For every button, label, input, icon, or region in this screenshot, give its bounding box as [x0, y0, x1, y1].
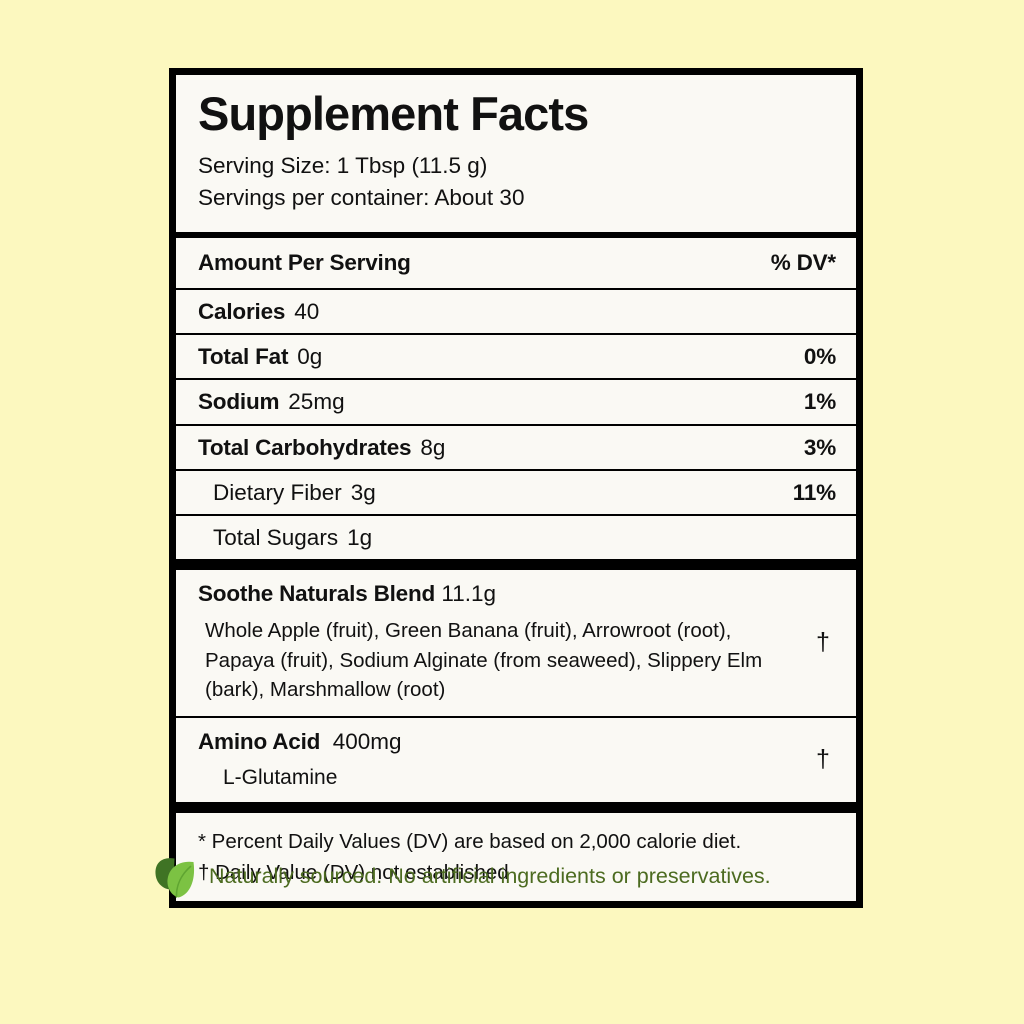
footnotes-section: * Percent Daily Values (DV) are based on… — [176, 812, 856, 902]
nutrient-table: Amount Per Serving % DV* Calories 40 Tot… — [176, 237, 856, 560]
nutrient-label: Dietary Fiber — [213, 479, 342, 505]
tagline-text: Naturally sourced. No artificial ingredi… — [209, 864, 771, 889]
nutrient-value: 40 — [294, 298, 320, 324]
leaf-icon — [152, 852, 200, 902]
row-divider — [176, 378, 856, 381]
nutrient-dv: 1% — [803, 389, 836, 415]
page-title: Supplement Facts — [198, 87, 589, 140]
nutrient-dv: 3% — [803, 434, 836, 460]
table-row: Sodium 25mg 1% — [176, 380, 856, 423]
footnote-percent-dv: * Percent Daily Values (DV) are based on… — [198, 829, 742, 853]
section-separator — [176, 801, 856, 813]
row-divider — [176, 716, 856, 719]
nutrient-dv: 11% — [792, 479, 836, 505]
amino-heading: Amino Acid 400mg — [198, 727, 782, 756]
blend-amount: 11.1g — [441, 581, 496, 607]
section-separator — [176, 559, 856, 571]
table-row: Calories 40 — [176, 290, 856, 333]
amino-amount: 400mg — [332, 729, 402, 755]
nutrient-label: Total Fat — [198, 344, 289, 370]
tagline: Naturally sourced. No artificial ingredi… — [152, 852, 771, 902]
servings-per-container-text: Servings per container: About 30 — [198, 184, 525, 210]
nutrient-label: Sodium — [198, 389, 280, 415]
nutrient-dv: 0% — [803, 344, 836, 370]
header-separator — [176, 231, 856, 238]
table-row: Total Sugars 1g — [176, 516, 856, 559]
row-divider — [176, 287, 856, 290]
table-row: Total Fat 0g 0% — [176, 335, 856, 378]
amount-per-serving-row: Amount Per Serving % DV* — [176, 238, 856, 288]
table-row: Dietary Fiber 3g 11% — [176, 471, 856, 514]
amino-name: Amino Acid — [198, 729, 321, 755]
proprietary-blend-section: Soothe Naturals Blend 11.1g Whole Apple … — [176, 570, 856, 717]
serving-size-text: Serving Size: 1 Tbsp (11.5 g) — [198, 152, 488, 178]
nutrient-label: Total Sugars — [213, 525, 339, 551]
amino-dagger: † — [816, 744, 830, 773]
supplement-facts-panel: Supplement Facts Serving Size: 1 Tbsp (1… — [169, 68, 863, 909]
amino-acid-section: Amino Acid 400mg L-Glutamine † — [176, 718, 856, 802]
nutrient-value: 3g — [350, 479, 376, 505]
nutrient-value: 0g — [297, 344, 323, 370]
blend-name: Soothe Naturals Blend — [198, 581, 436, 607]
nutrient-value: 1g — [347, 525, 373, 551]
row-divider — [176, 423, 856, 426]
amino-ingredient: L-Glutamine — [223, 765, 338, 789]
panel-header: Supplement Facts Serving Size: 1 Tbsp (1… — [176, 75, 856, 232]
row-divider — [176, 333, 856, 336]
row-divider — [176, 514, 856, 517]
dv-column-header: % DV* — [770, 249, 836, 275]
amount-per-serving-label: Amount Per Serving — [198, 249, 411, 275]
blend-ingredients: Whole Apple (fruit), Green Banana (fruit… — [205, 618, 763, 702]
nutrient-value: 8g — [420, 434, 446, 460]
nutrient-label: Total Carbohydrates — [198, 434, 412, 460]
nutrient-label: Calories — [198, 298, 286, 324]
blend-dagger: † — [816, 627, 830, 656]
blend-heading: Soothe Naturals Blend 11.1g — [198, 579, 782, 608]
nutrient-value: 25mg — [288, 389, 345, 415]
table-row: Total Carbohydrates 8g 3% — [176, 426, 856, 469]
row-divider — [176, 468, 856, 471]
footnote-dagger: † Daily Value (DV) not established — [198, 860, 509, 884]
